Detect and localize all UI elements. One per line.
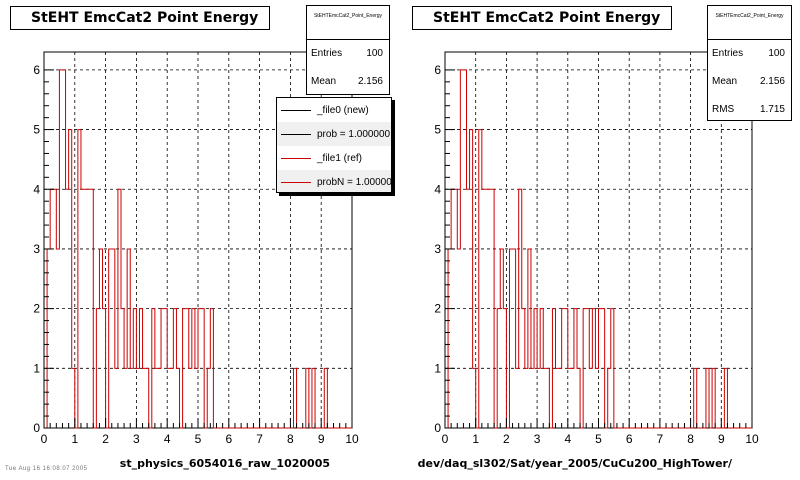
right-x-tick-label: 5 xyxy=(595,432,602,446)
left-stats-mean-label: Mean xyxy=(311,76,337,87)
timestamp-footnote: Tue Aug 16 16:08:07 2005 xyxy=(5,466,88,472)
right-x-tick-label: 6 xyxy=(626,432,633,446)
left-stats-entries-value: 100 xyxy=(366,48,383,59)
right-x-tick-label: 8 xyxy=(687,432,694,446)
legend-label: _file0 (new) xyxy=(317,104,369,116)
legend-entry-file0: _file0 (new) xyxy=(277,98,391,122)
right-x-tick-label: 0 xyxy=(442,432,449,446)
legend-swatch xyxy=(281,181,311,183)
left-x-tick-label: 1 xyxy=(71,432,78,446)
left-x-tick-label: 6 xyxy=(225,432,232,446)
right-y-tick-label: 6 xyxy=(434,63,441,77)
right-x-axis-title: dev/daq_sl302/Sat/year_2005/CuCu200_High… xyxy=(417,457,732,470)
left-x-axis-title: st_physics_6054016_raw_1020005 xyxy=(119,457,330,470)
right-chart-title: StEHT EmcCat2 Point Energy xyxy=(412,6,672,30)
left-stats-entries-label: Entries xyxy=(311,48,343,59)
right-y-tick-label: 4 xyxy=(434,182,441,196)
right-x-tick-label: 4 xyxy=(564,432,571,446)
legend-swatch xyxy=(281,157,311,159)
left-x-tick-label: 4 xyxy=(164,432,171,446)
right-y-tick-label: 5 xyxy=(434,123,441,137)
left-x-tick-label: 0 xyxy=(41,432,48,446)
right-stats-mean-row: Mean 2.156 xyxy=(708,68,791,96)
left-stats-header: StEHTEmcCat2_Point_Energy xyxy=(307,6,389,40)
right-x-tick-label: 10 xyxy=(745,432,759,446)
right-x-tick-label: 1 xyxy=(472,432,479,446)
left-chart-title: StEHT EmcCat2 Point Energy xyxy=(10,6,270,30)
legend-swatch xyxy=(281,109,311,111)
right-y-tick-label: 0 xyxy=(434,421,441,435)
left-x-tick-label: 5 xyxy=(195,432,202,446)
right-stats-rms-label: RMS xyxy=(712,104,735,115)
legend-entry-prob: prob = 1.000000 xyxy=(277,122,391,146)
right-stats-rms-value: 1.715 xyxy=(759,104,785,115)
right-x-tick-label: 2 xyxy=(503,432,510,446)
right-x-tick-label: 3 xyxy=(534,432,541,446)
left-y-tick-label: 4 xyxy=(33,182,40,196)
right-histogram-series xyxy=(445,69,752,429)
legend: _file0 (new) prob = 1.000000 _file1 (ref… xyxy=(276,97,392,193)
right-stats-mean-label: Mean xyxy=(712,76,738,87)
left-stats-mean-row: Mean 2.156 xyxy=(307,68,389,96)
right-stats-rms-row: RMS 1.715 xyxy=(708,96,791,124)
legend-entry-probn: probN = 1.000000 xyxy=(277,170,392,192)
left-y-tick-label: 3 xyxy=(33,242,40,256)
legend-label: _file1 (ref) xyxy=(317,152,363,164)
right-y-tick-label: 2 xyxy=(434,302,441,316)
right-stats-mean-value: 2.156 xyxy=(759,76,785,87)
left-y-tick-label: 1 xyxy=(33,361,40,375)
right-stats-entries-row: Entries 100 xyxy=(708,40,791,68)
right-y-tick-label: 1 xyxy=(434,361,441,375)
right-stats-header: StEHTEmcCat2_Point_Energy xyxy=(708,6,791,40)
left-y-tick-label: 0 xyxy=(33,421,40,435)
left-y-tick-label: 6 xyxy=(33,63,40,77)
right-x-tick-label: 7 xyxy=(657,432,664,446)
left-x-tick-label: 2 xyxy=(102,432,109,446)
right-stats-entries-value: 100 xyxy=(768,48,785,59)
left-histogram-series xyxy=(44,69,352,429)
legend-swatch xyxy=(281,133,311,135)
left-x-tick-label: 10 xyxy=(345,432,359,446)
left-x-tick-label: 3 xyxy=(133,432,140,446)
left-x-tick-label: 7 xyxy=(256,432,263,446)
right-stats-box: StEHTEmcCat2_Point_Energy Entries 100 Me… xyxy=(707,5,792,121)
right-stats-entries-label: Entries xyxy=(712,48,744,59)
left-x-tick-label: 9 xyxy=(318,432,325,446)
left-y-tick-label: 5 xyxy=(33,123,40,137)
left-stats-mean-value: 2.156 xyxy=(357,76,383,87)
left-stats-entries-row: Entries 100 xyxy=(307,40,389,68)
legend-label: prob = 1.000000 xyxy=(317,128,391,140)
legend-entry-file1: _file1 (ref) xyxy=(277,146,391,170)
left-y-tick-label: 2 xyxy=(33,302,40,316)
right-x-tick-label: 9 xyxy=(718,432,725,446)
left-x-tick-label: 8 xyxy=(287,432,294,446)
left-stats-box: StEHTEmcCat2_Point_Energy Entries 100 Me… xyxy=(306,5,390,95)
right-y-tick-label: 3 xyxy=(434,242,441,256)
legend-label: probN = 1.000000 xyxy=(317,176,392,188)
